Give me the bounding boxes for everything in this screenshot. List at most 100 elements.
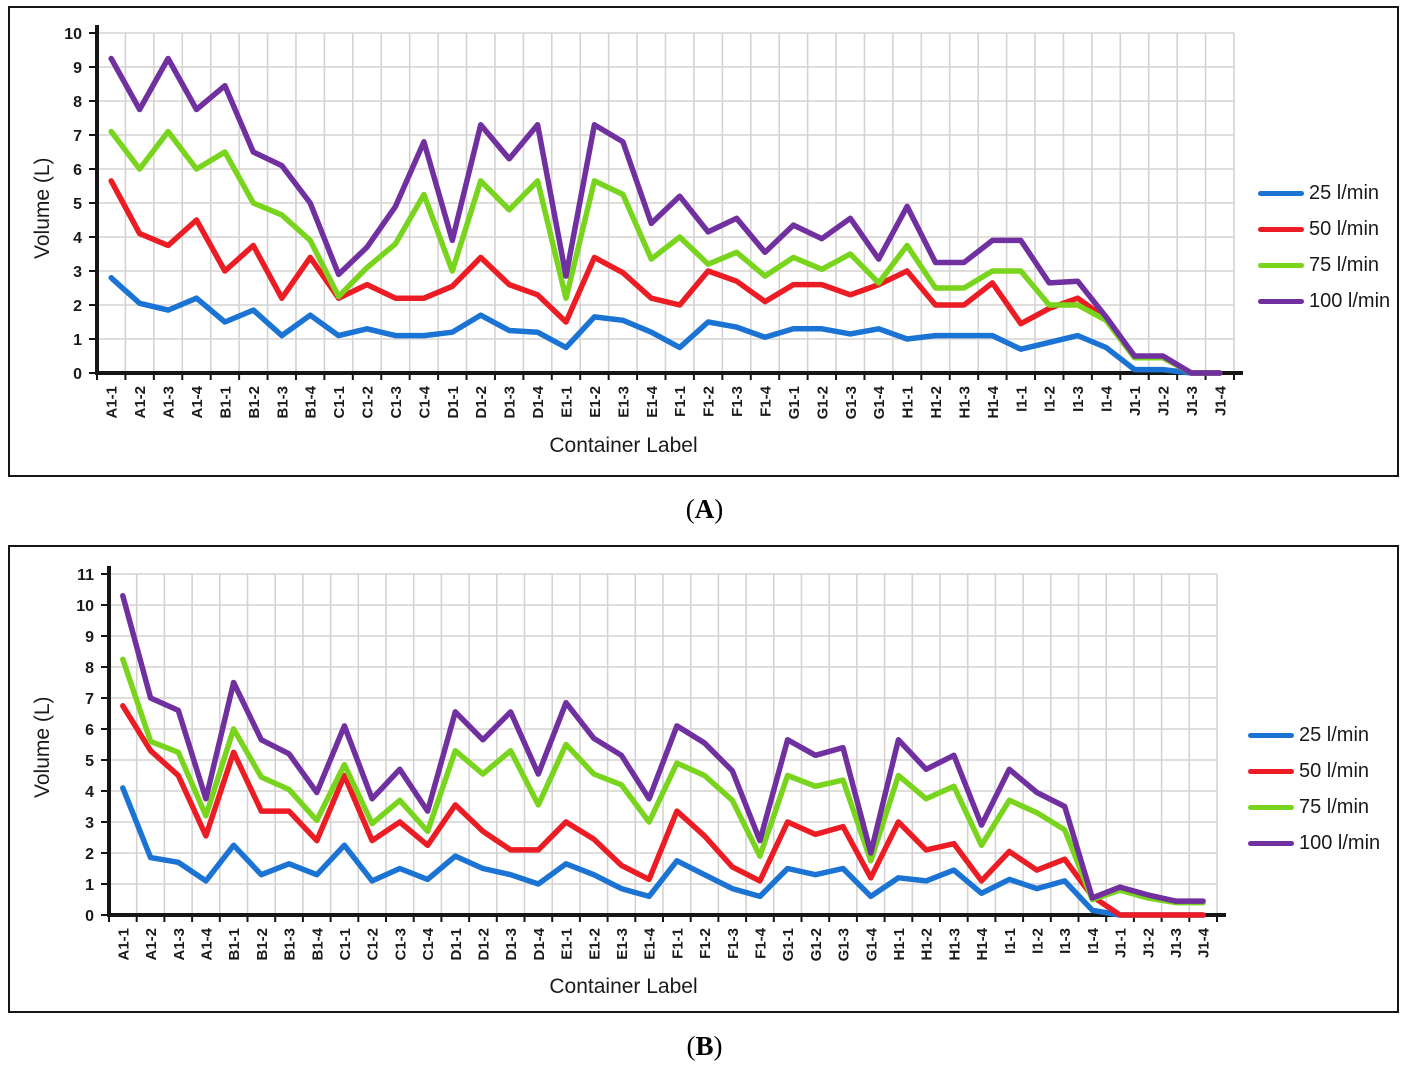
y-tick-label: 10	[64, 26, 82, 43]
x-tick-label: A1-3	[171, 928, 188, 961]
y-tick-label: 7	[73, 128, 82, 145]
x-tick-label: B1-4	[309, 927, 326, 960]
x-tick-label: H1-4	[985, 385, 1002, 418]
x-tick-label: C1-1	[331, 386, 348, 419]
x-tick-label: G1-1	[786, 386, 803, 419]
legend-label: 75 l/min	[1299, 796, 1370, 818]
x-tick-label: A1-1	[115, 928, 132, 961]
y-tick-labels: 0 1 2 3 4 5 6 7 8 9 10	[64, 26, 82, 383]
x-tick-label: A1-3	[161, 386, 178, 419]
y-tick-label: 3	[85, 815, 94, 832]
series-line-100-l-min	[120, 592, 1206, 904]
y-tick-label: 7	[85, 691, 94, 708]
x-tick-label: C1-4	[416, 385, 433, 418]
x-tick-label: H1-2	[928, 386, 945, 419]
caption-letter: A	[694, 494, 715, 524]
x-tick-label: B1-2	[246, 386, 263, 419]
y-tick-label: 10	[76, 598, 94, 615]
legend-line-swatch-icon	[1248, 840, 1294, 847]
y-tick-label: 4	[85, 784, 94, 801]
x-tick-label: C1-4	[420, 927, 437, 960]
x-tick-label: C1-3	[392, 928, 409, 961]
legend-line-swatch-icon	[1248, 768, 1294, 775]
x-tick-label: D1-2	[473, 386, 490, 419]
x-tick-label: A1-2	[132, 386, 149, 419]
x-tick-label: J1-4	[1212, 385, 1229, 416]
x-tick-label: F1-4	[757, 385, 774, 417]
legend-line-swatch-icon	[1258, 298, 1304, 305]
chart-a-panel: Volume (L) 0 1 2 3 4 5 6 7 8 9 10 A1-1 A1-2 A1-3 A1-4 B…	[8, 6, 1399, 477]
x-tick-label: H1-1	[900, 386, 917, 419]
legend-label: 100 l/min	[1309, 290, 1391, 312]
series-line-100-l-min	[108, 55, 1223, 376]
caption-paren: )	[713, 1031, 723, 1061]
x-tick-label: A1-1	[104, 386, 121, 419]
x-tick-labels: A1-1 A1-2 A1-3 A1-4 B1-1 B1-2 B1-3 B1-4 C1-1 C1-2…	[115, 927, 1212, 961]
x-axis-title: Container Label	[549, 975, 698, 998]
x-tick-label: E1-4	[644, 385, 661, 417]
series-line-75-l-min	[108, 128, 1223, 376]
x-tick-labels: A1-1 A1-2 A1-3 A1-4 B1-1 B1-2 B1-3 B1-4 C1-1 C1-2…	[104, 385, 1230, 419]
x-tick-label: J1-1	[1113, 928, 1130, 958]
x-tick-label: F1-3	[725, 928, 742, 959]
x-tick-label: H1-2	[919, 928, 936, 961]
x-tick-label: F1-1	[669, 928, 686, 959]
legend-item: 100 l/min	[1258, 290, 1390, 313]
x-tick-label: D1-2	[475, 928, 492, 961]
legend-line-swatch-icon	[1248, 732, 1294, 739]
x-tick-label: D1-4	[530, 385, 547, 418]
legend-label: 75 l/min	[1309, 254, 1380, 276]
y-tick-label: 9	[73, 60, 82, 77]
x-tick-label: G1-2	[808, 928, 825, 961]
x-tick-label: H1-1	[891, 928, 908, 961]
x-tick-label: I1-1	[1013, 386, 1030, 412]
chart-a-plot: 0 1 2 3 4 5 6 7 8 9 10 A1-1 A1-2 A1-3 A1-4 B1-1 B1-2 B1-3…	[64, 25, 1243, 419]
y-tick-label: 2	[85, 846, 94, 863]
legend-item: 50 l/min	[1248, 760, 1380, 783]
legend-line-swatch-icon	[1258, 190, 1304, 197]
x-tick-label: A1-4	[189, 385, 206, 418]
y-tick-labels: 0 1 2 3 4 5 6 7 8 9 10 11	[76, 567, 94, 925]
legend-label: 50 l/min	[1309, 218, 1380, 240]
x-tick-label: F1-2	[701, 386, 718, 417]
x-tick-label: B1-2	[254, 928, 271, 961]
caption-b: (B)	[0, 1031, 1409, 1062]
series-line-25-l-min	[108, 275, 1223, 376]
x-tick-label: B1-1	[226, 928, 243, 961]
axes	[101, 566, 1226, 922]
x-tick-label: E1-3	[614, 928, 631, 960]
x-tick-label: D1-1	[445, 386, 462, 419]
caption-paren: )	[714, 494, 724, 524]
axes	[89, 25, 1243, 380]
x-tick-label: E1-1	[559, 386, 576, 418]
x-tick-label: I1-4	[1099, 385, 1116, 412]
x-tick-label: J1-2	[1140, 928, 1157, 958]
series-line-25-l-min	[120, 785, 1206, 918]
x-tick-label: G1-1	[780, 928, 797, 961]
x-tick-label: D1-3	[503, 928, 520, 961]
x-tick-label: E1-4	[642, 927, 659, 959]
y-tick-label: 3	[73, 264, 82, 281]
legend-label: 100 l/min	[1299, 832, 1381, 854]
x-tick-label: H1-4	[974, 927, 991, 960]
x-tick-label: G1-4	[871, 385, 888, 419]
x-tick-label: J1-1	[1127, 386, 1144, 416]
y-tick-label: 8	[85, 660, 94, 677]
x-tick-label: I1-4	[1085, 927, 1102, 954]
x-tick-label: I1-2	[1042, 386, 1059, 412]
x-tick-label: E1-1	[559, 928, 576, 960]
legend-item: 25 l/min	[1258, 182, 1390, 205]
legend: 25 l/min 50 l/min 75 l/min 100 l/min	[1258, 182, 1390, 313]
caption-letter: B	[695, 1031, 714, 1061]
legend-item: 75 l/min	[1248, 796, 1380, 819]
x-tick-label: F1-4	[752, 927, 769, 959]
x-tick-label: F1-3	[729, 386, 746, 417]
x-tick-label: J1-4	[1196, 927, 1213, 958]
chart-b-panel: Volume (L) 0 1 2 3 4 5 6 7 8 9 10 11 A1-1 A1-2 A1-3 A1-…	[8, 545, 1399, 1013]
legend-item: 100 l/min	[1248, 832, 1380, 855]
legend-line-swatch-icon	[1258, 226, 1304, 233]
legend: 25 l/min 50 l/min 75 l/min 100 l/min	[1248, 724, 1380, 855]
legend-item: 50 l/min	[1258, 218, 1390, 241]
legend-label: 25 l/min	[1309, 182, 1380, 204]
